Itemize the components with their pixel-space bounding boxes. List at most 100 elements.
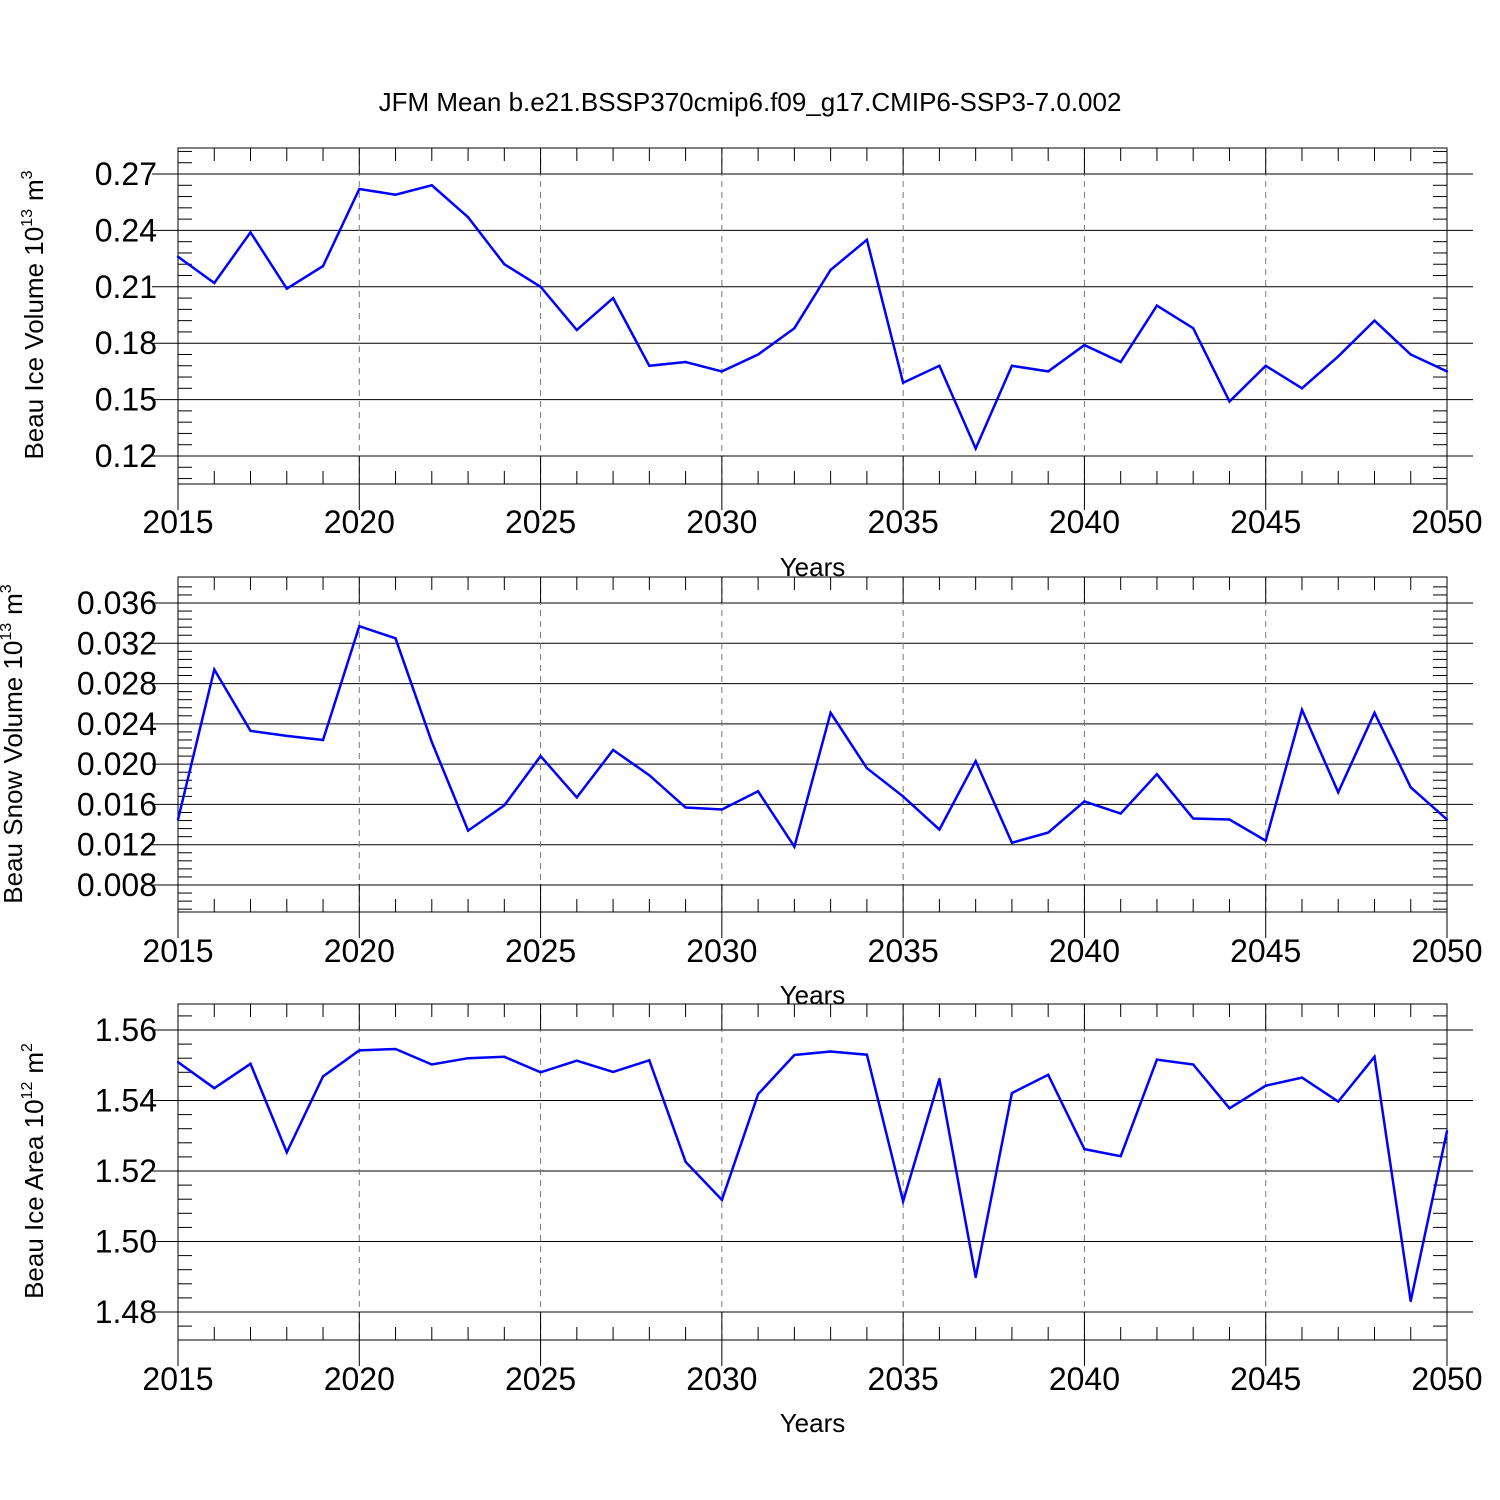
- y-axis-label-unit-exp: 3: [0, 584, 15, 593]
- y-axis-label-unit: m: [0, 593, 28, 615]
- data-point: [720, 1198, 724, 1202]
- data-point: [1119, 360, 1122, 364]
- data-point: [684, 1160, 687, 1164]
- y-tick-label: 0.15: [95, 382, 157, 418]
- data-point: [430, 1063, 433, 1066]
- data-point: [575, 328, 579, 332]
- x-tick-label: 2040: [1049, 504, 1120, 540]
- data-point: [1445, 1129, 1449, 1133]
- data-point: [249, 231, 252, 234]
- data-point: [938, 1077, 941, 1081]
- y-tick-label: 0.012: [77, 827, 157, 863]
- y-axis-label-text: Beau Snow Volume 10: [0, 641, 28, 904]
- series-line: [177, 1047, 1449, 1302]
- data-point: [1010, 364, 1014, 367]
- y-tick-label: 0.12: [95, 438, 157, 474]
- data-point: [865, 766, 869, 770]
- data-point: [1119, 812, 1122, 815]
- x-tick-label: 2020: [324, 933, 395, 969]
- x-tick-label: 2050: [1411, 1361, 1482, 1397]
- x-tick-label: 2050: [1411, 504, 1482, 540]
- data-point: [1192, 817, 1195, 820]
- panel-3: 1.48 1.50 1.52 1.54 1.56 2015 2020 2025 2030 2035…: [19, 1003, 1483, 1438]
- x-tick-label: 2045: [1230, 504, 1301, 540]
- data-point: [648, 364, 651, 367]
- data-point: [611, 1070, 615, 1074]
- data-point: [321, 738, 325, 742]
- data-point: [358, 187, 361, 191]
- x-tick-label: 2020: [324, 504, 395, 540]
- data-point: [901, 795, 905, 798]
- data-point: [1264, 839, 1267, 842]
- data-point: [1337, 355, 1340, 358]
- series-line: [176, 624, 1448, 850]
- data-point: [974, 1275, 977, 1279]
- y-axis-label-exp: 12: [19, 1082, 36, 1100]
- x-tick-label: 2035: [868, 933, 939, 969]
- data-point: [1083, 1147, 1086, 1151]
- data-point: [466, 829, 470, 832]
- data-point: [901, 1200, 905, 1203]
- data-point: [829, 711, 832, 714]
- data-point: [1046, 370, 1050, 373]
- chart-title: JFM Mean b.e21.BSSP370cmip6.f09_g17.CMIP…: [379, 87, 1122, 117]
- data-point: [466, 1057, 470, 1060]
- data-point: [1337, 1100, 1340, 1103]
- data-point: [793, 1053, 796, 1057]
- y-tick-label: 0.18: [95, 325, 157, 361]
- data-point: [829, 268, 832, 272]
- plot-frame: [177, 147, 1448, 485]
- y-tick-label: 1.56: [95, 1012, 157, 1048]
- data-point: [1010, 841, 1014, 844]
- data-point: [1046, 831, 1050, 834]
- data-point: [1228, 818, 1231, 821]
- y-tick-label: 0.016: [77, 786, 157, 822]
- data-point: [865, 238, 869, 241]
- x-tick-label: 2015: [142, 504, 213, 540]
- data-point: [648, 774, 651, 777]
- data-point: [756, 353, 760, 356]
- data-point: [539, 754, 542, 758]
- data-point: [865, 1053, 869, 1056]
- data-point: [1300, 387, 1304, 390]
- y-axis-label-text: Beau Ice Volume 10: [19, 227, 49, 460]
- data-point: [539, 1071, 542, 1074]
- data-point: [430, 184, 433, 187]
- data-point: [1083, 343, 1086, 347]
- data-point: [213, 1086, 216, 1090]
- plot-frame: [177, 1003, 1448, 1341]
- y-tick-label: 0.024: [77, 706, 157, 742]
- data-point: [1409, 786, 1412, 789]
- y-tick-label: 0.020: [77, 746, 157, 782]
- data-point: [176, 818, 180, 821]
- x-tick-label: 2035: [868, 1361, 939, 1397]
- data-point: [394, 1047, 397, 1051]
- x-tick-label: 2030: [686, 933, 757, 969]
- data-point: [720, 370, 724, 373]
- panel-1: 0.12 0.15 0.18 0.21 0.24 0.27 2015 2020 2025 2030…: [19, 147, 1483, 582]
- y-axis-label-exp: 13: [0, 623, 15, 641]
- x-tick-label: 2025: [505, 1361, 576, 1397]
- data-point: [503, 263, 506, 266]
- data-point: [720, 808, 724, 811]
- x-tick-label: 2030: [686, 504, 757, 540]
- data-point: [394, 193, 397, 196]
- data-point: [1155, 304, 1159, 307]
- data-point: [1373, 1055, 1376, 1058]
- data-point: [1445, 818, 1449, 821]
- data-point: [1373, 319, 1376, 322]
- data-point: [503, 804, 506, 807]
- data-point: [394, 637, 397, 640]
- x-axis-label: Years: [780, 980, 846, 1010]
- x-tick-label: 2045: [1230, 933, 1301, 969]
- data-point: [1300, 708, 1304, 711]
- data-point: [575, 796, 579, 799]
- data-point: [358, 1049, 361, 1052]
- x-tick-label: 2050: [1411, 933, 1482, 969]
- data-point: [648, 1059, 651, 1062]
- data-point: [1083, 800, 1086, 803]
- data-point: [1409, 1299, 1412, 1303]
- data-point: [1264, 364, 1267, 367]
- y-axis-label-unit-exp: 3: [19, 170, 36, 179]
